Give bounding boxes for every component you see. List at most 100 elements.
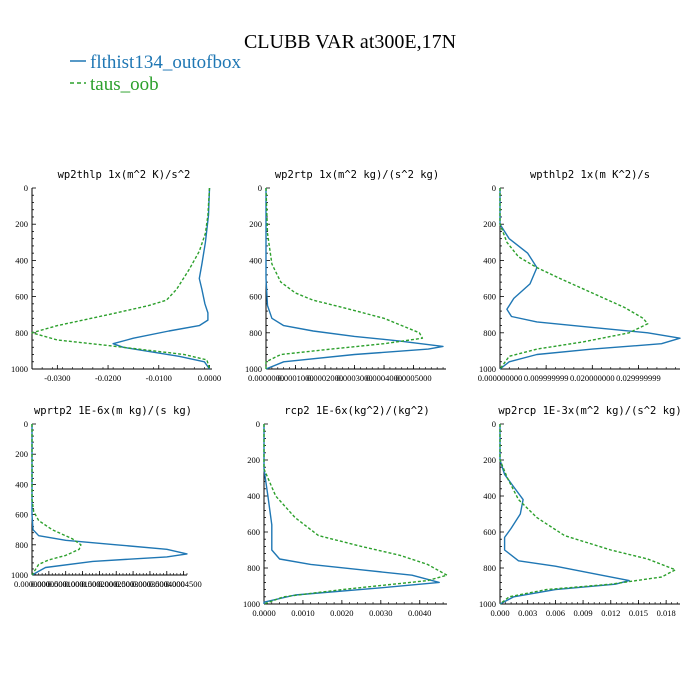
x-tick-label: 0.018: [657, 608, 676, 618]
series-line-flthist134-outofbox: [265, 188, 444, 370]
y-tick-label: 1000: [11, 364, 28, 374]
panel-title: wprtp2 1E-6x(m kg)/(s kg): [34, 405, 192, 417]
x-tick-label: 0.0002000: [81, 579, 117, 589]
x-tick-label: 0.009: [574, 608, 593, 618]
x-tick-label: 0.0004000: [149, 579, 185, 589]
x-tick-label: 0.006: [546, 608, 565, 618]
y-tick-label: 200: [483, 455, 496, 465]
series-line-flthist134-outofbox: [31, 424, 188, 576]
y-tick-label: 600: [247, 527, 260, 537]
panel-5: rcp2 1E-6x(kg^2)/(kg^2) 0 200 400 600 800 1000…: [243, 405, 448, 618]
panel-3: wpthlp2 1x(m K^2)/s020040060080010000.00…: [478, 169, 681, 383]
y-tick-label: 800: [483, 328, 496, 338]
y-tick-label: 200: [249, 219, 262, 229]
x-tick-label: -0.0300: [44, 373, 70, 383]
x-tick-label: 0.0003500: [132, 579, 168, 589]
y-tick-label: 800: [247, 563, 260, 573]
panel-title: wp2rtp 1x(m^2 kg)/(s^2 kg): [275, 169, 439, 181]
y-tick-label: 400: [15, 479, 28, 489]
y-tick-label: 800: [15, 328, 28, 338]
x-tick-label: 0.0001000: [48, 579, 84, 589]
x-tick-label: 0.0040: [408, 608, 431, 618]
x-tick-label: 0.0000000: [14, 579, 50, 589]
y-tick-label: 1000: [479, 599, 496, 609]
y-tick-label: 0: [492, 419, 496, 429]
x-tick-label: 0.0002000: [307, 373, 343, 383]
series-line-taus-oob: [31, 424, 82, 576]
x-tick-label: 0.0003000: [336, 373, 372, 383]
y-tick-label: 200: [15, 449, 28, 459]
x-tick-label: 0.029999999: [616, 373, 661, 383]
y-tick-label: 400: [483, 255, 496, 265]
y-tick-label: 200: [15, 219, 28, 229]
series-line-flthist134-outofbox: [263, 424, 440, 604]
x-tick-label: -0.0200: [95, 373, 121, 383]
legend-label-taus-oob: taus_oob: [90, 74, 159, 95]
series-line-flthist134-outofbox: [112, 187, 211, 370]
panel-2: wp2rtp 1x(m^2 kg)/(s^2 kg) 0 200 400 600 800 1…: [245, 169, 446, 383]
y-tick-label: 400: [249, 255, 262, 265]
series-line-taus-oob: [31, 187, 211, 370]
x-tick-label: 0.000: [490, 608, 509, 618]
x-tick-label: 0.0002500: [98, 579, 134, 589]
x-tick-label: 0.0020: [330, 608, 353, 618]
y-tick-label: 600: [15, 292, 28, 302]
x-tick-label: 0.0000: [252, 608, 275, 618]
x-tick-label: 0.0004500: [166, 579, 202, 589]
y-tick-label: 600: [249, 292, 262, 302]
panel-title: wpthlp2 1x(m K^2)/s: [530, 169, 650, 181]
series-line-taus-oob: [499, 188, 649, 370]
x-tick-label: 0.0001500: [64, 579, 100, 589]
x-tick-label: 0.009999999: [524, 373, 569, 383]
x-tick-label: 0.0000500: [31, 579, 67, 589]
x-tick-label: 0.015: [629, 608, 648, 618]
x-tick-label: 0.0010: [291, 608, 314, 618]
y-tick-label: 600: [15, 510, 28, 520]
y-tick-label: 800: [15, 540, 28, 550]
x-tick-label: -0.0100: [146, 373, 172, 383]
x-tick-label: 0.0003000: [115, 579, 151, 589]
x-tick-label: 0.000000000: [478, 373, 523, 383]
y-tick-label: 800: [483, 563, 496, 573]
series-line-taus-oob: [263, 424, 448, 605]
x-tick-label: 0.0005000: [395, 373, 431, 383]
y-tick-label: 0: [256, 419, 260, 429]
panel-title: wp2thlp 1x(m^2 K)/s^2: [58, 169, 191, 181]
y-tick-label: 600: [483, 527, 496, 537]
panel-4: wprtp2 1E-6x(m kg)/(s kg) 0 200 400 600 800 10…: [11, 405, 202, 589]
y-tick-label: 400: [247, 491, 260, 501]
x-tick-label: 0.0004000: [366, 373, 402, 383]
x-tick-label: 0.012: [601, 608, 620, 618]
y-tick-label: 0: [258, 183, 262, 193]
y-tick-label: 200: [483, 219, 496, 229]
series-line-taus-oob: [499, 424, 677, 605]
x-tick-label: 0.0030: [369, 608, 392, 618]
y-tick-label: 800: [249, 328, 262, 338]
figure-title: CLUBB VAR at300E,17N: [244, 31, 456, 53]
panel-title: wp2rcp 1E-3x(m^2 kg)/(s^2 kg): [498, 405, 681, 417]
panel-1: wp2thlp 1x(m^2 K)/s^2 0 200 400 600 800 1000 -0…: [11, 169, 221, 383]
y-tick-label: 0: [24, 419, 28, 429]
legend: flthist134_outofbox taus_oob: [70, 52, 241, 95]
panel-grid: wp2thlp 1x(m^2 K)/s^2 0 200 400 600 800 1000 -0…: [11, 169, 682, 618]
panel-6: wp2rcp 1E-3x(m^2 kg)/(s^2 kg)0 200 400 600 8…: [479, 405, 682, 618]
y-tick-label: 1000: [243, 599, 260, 609]
panel-title: rcp2 1E-6x(kg^2)/(kg^2): [284, 405, 429, 417]
x-tick-label: 0.020000000: [570, 373, 615, 383]
series-line-taus-oob: [265, 187, 424, 369]
y-tick-label: 0: [24, 183, 28, 193]
y-tick-label: 600: [483, 292, 496, 302]
series-line-flthist134-outofbox: [499, 424, 630, 605]
x-tick-label: 0.003: [518, 608, 537, 618]
y-tick-label: 400: [15, 255, 28, 265]
y-tick-label: 1000: [245, 364, 262, 374]
x-tick-label: 0.0000: [198, 373, 221, 383]
x-tick-label: 0.0001000: [277, 373, 313, 383]
y-tick-label: 1000: [11, 570, 28, 580]
y-tick-label: 1000: [479, 364, 496, 374]
y-tick-label: 400: [483, 491, 496, 501]
y-tick-label: 200: [247, 455, 260, 465]
x-tick-label: 0.0000000: [248, 373, 284, 383]
series-line-flthist134-outofbox: [499, 188, 681, 370]
